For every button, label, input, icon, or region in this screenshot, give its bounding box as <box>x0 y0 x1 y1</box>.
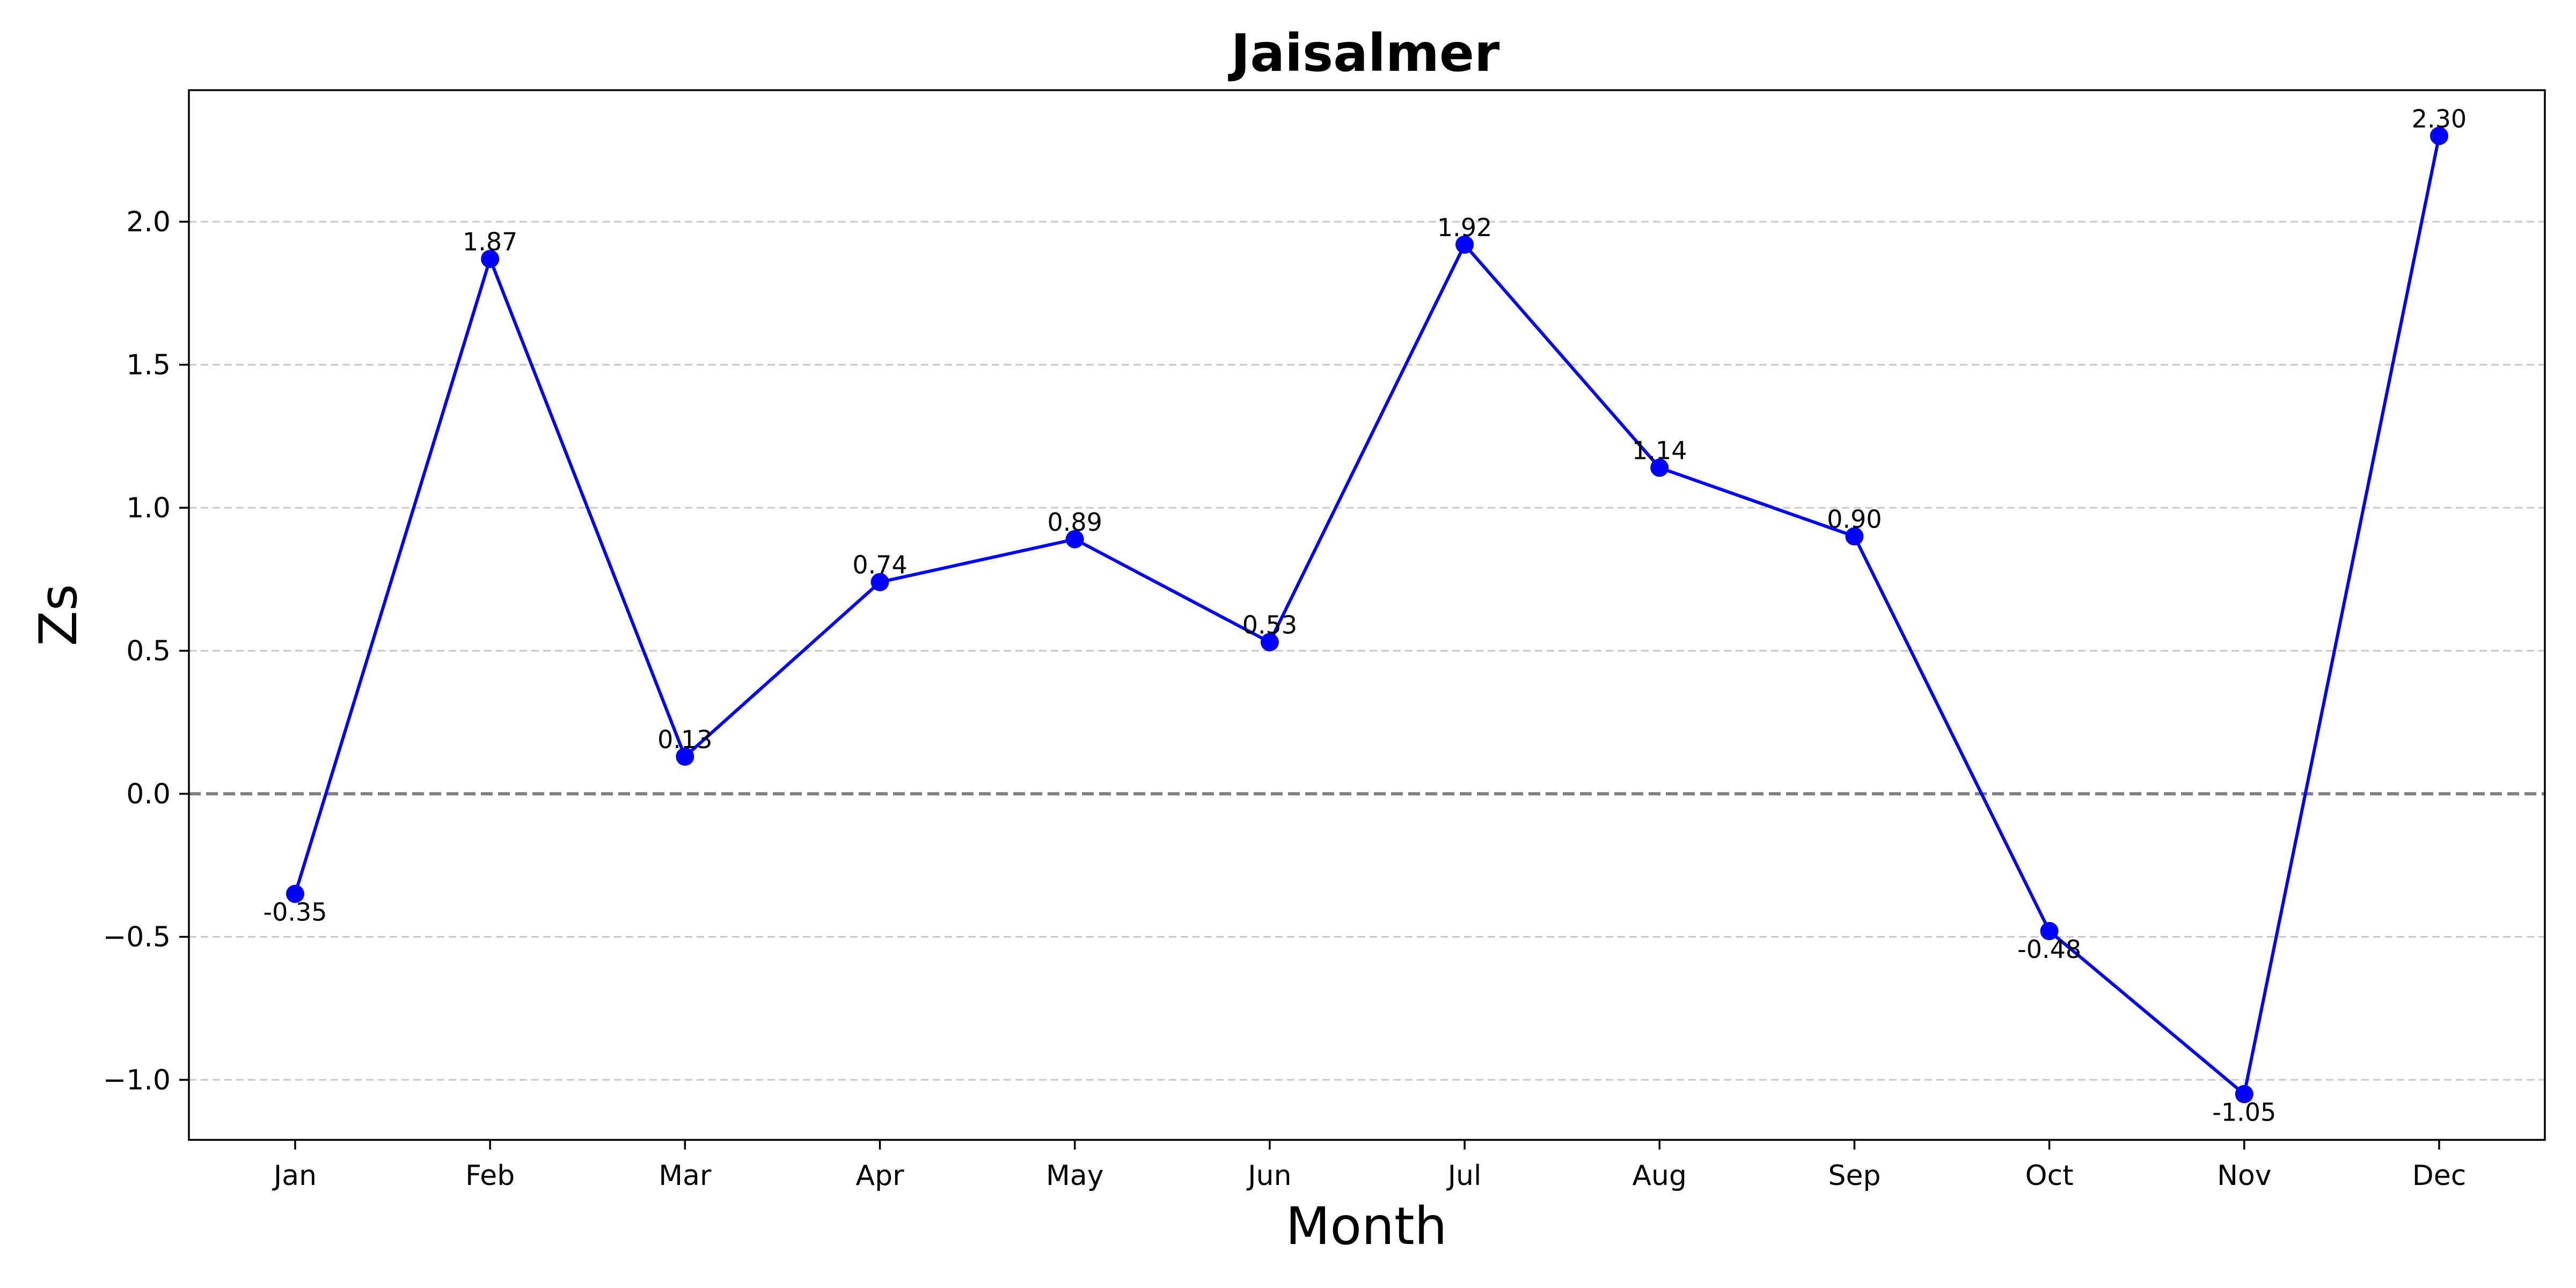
data-label: -1.05 <box>2212 1098 2276 1127</box>
x-tick-label: Jul <box>1446 1160 1482 1192</box>
grid-lines <box>189 221 2545 1081</box>
x-tick-label: Oct <box>2025 1160 2074 1192</box>
data-series <box>286 127 2448 1103</box>
data-label: 1.14 <box>1632 436 1687 465</box>
data-labels: -0.35 1.87 0.13 0.74 0.89 0.53 1.92 1.14 0.90 -0.… <box>263 104 2467 1126</box>
x-tick-label: Dec <box>2412 1160 2467 1192</box>
x-axis-ticks: Jan Feb Mar Apr May Jun Jul Aug Sep Oct Nov Dec <box>272 1140 2466 1192</box>
data-point <box>676 747 694 766</box>
data-point <box>2040 921 2059 940</box>
data-label: 1.87 <box>463 227 517 256</box>
y-axis-label: Zs <box>28 584 89 646</box>
data-label: 0.13 <box>657 725 712 754</box>
y-tick-label: 1.5 <box>126 349 171 382</box>
x-tick-label: Jun <box>1246 1160 1291 1192</box>
data-point <box>2235 1085 2253 1103</box>
x-tick-label: Mar <box>658 1160 712 1192</box>
y-tick-label: −0.5 <box>103 921 171 954</box>
x-tick-label: Apr <box>856 1160 905 1192</box>
data-label: 1.92 <box>1437 213 1492 242</box>
data-point <box>870 573 889 591</box>
series-line <box>294 135 2441 1096</box>
x-tick-label: Feb <box>465 1160 515 1192</box>
data-point <box>1650 458 1669 477</box>
x-tick-label: May <box>1046 1160 1104 1192</box>
x-tick-label: Nov <box>2217 1160 2272 1192</box>
chart-title: Jaisalmer <box>1228 23 1500 83</box>
y-tick-label: 0.5 <box>126 635 171 668</box>
data-label: -0.48 <box>2017 935 2081 964</box>
y-tick-label: 0.0 <box>126 778 171 810</box>
y-axis-ticks: −1.0 −0.5 0.0 0.5 1.0 1.5 2.0 <box>103 206 189 1096</box>
data-point <box>1260 633 1279 652</box>
data-point <box>1455 235 1474 254</box>
data-label: -0.35 <box>263 898 327 927</box>
x-axis-label: Month <box>1286 1196 1447 1256</box>
data-label: 0.89 <box>1048 508 1102 537</box>
y-tick-label: −1.0 <box>103 1064 171 1096</box>
data-label: 0.90 <box>1827 504 1882 533</box>
data-label: 0.74 <box>852 551 907 580</box>
x-tick-label: Aug <box>1632 1160 1687 1192</box>
plot-frame <box>188 89 2546 1141</box>
x-tick-label: Sep <box>1828 1160 1880 1192</box>
data-point <box>286 884 304 903</box>
data-point <box>481 250 500 268</box>
data-label: 0.53 <box>1242 611 1297 640</box>
data-point <box>1845 527 1864 546</box>
x-tick-label: Jan <box>272 1160 317 1192</box>
data-point <box>1065 530 1084 548</box>
y-tick-label: 2.0 <box>126 206 171 238</box>
y-tick-label: 1.0 <box>126 492 171 524</box>
data-point <box>2430 127 2448 145</box>
data-label: 2.30 <box>2412 104 2467 133</box>
